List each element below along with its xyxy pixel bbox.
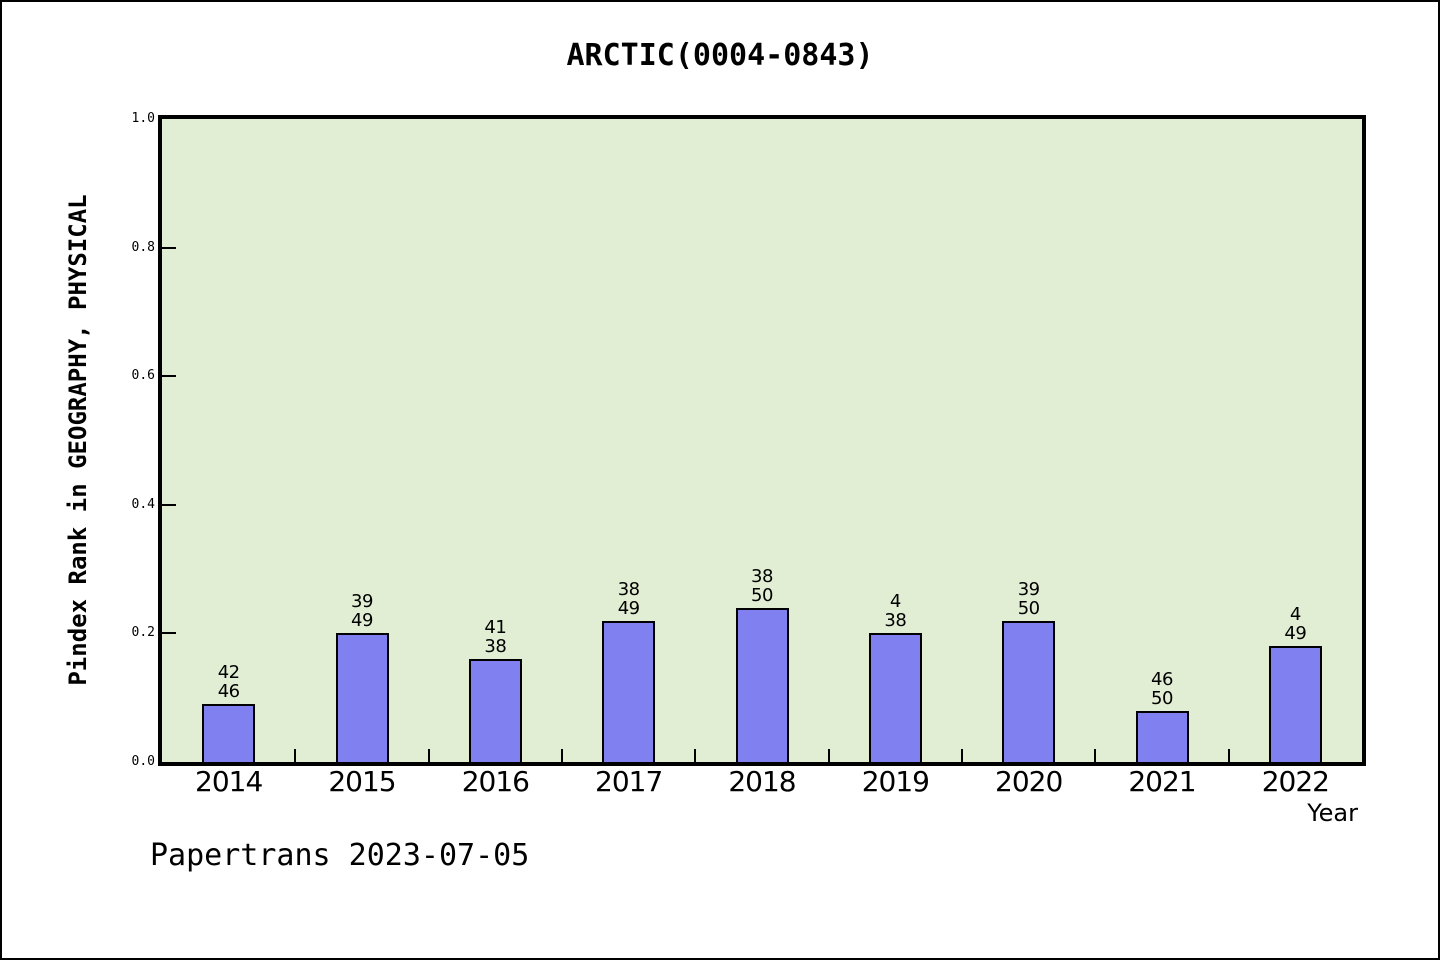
x-tick-mark [1227, 749, 1230, 762]
bar-value-line: 38 [751, 565, 773, 587]
bar-value-label-2016: 41 38 [435, 618, 555, 656]
bar-value-label-2017: 38 49 [569, 580, 689, 618]
y-tick-label-0.0: 0.0 [131, 754, 155, 769]
bar-2014 [202, 704, 256, 762]
y-tick-mark [162, 375, 176, 378]
x-tick-mark [827, 749, 830, 762]
x-tick-mark [694, 749, 697, 762]
bar-value-line: 46 [1151, 668, 1173, 690]
bar-value-line: 38 [484, 636, 507, 658]
bar-value-label-2015: 39 49 [302, 592, 422, 630]
x-tick-mark [1094, 749, 1097, 762]
bar-value-line: 50 [1017, 597, 1040, 619]
y-tick-mark [162, 632, 176, 635]
chart-title: ARCTIC(0004-0843) [566, 38, 874, 73]
x-tick-mark [427, 749, 430, 762]
bar-value-line: 42 [217, 662, 240, 684]
bar-value-line: 38 [617, 578, 640, 600]
bar-2021 [1135, 710, 1189, 762]
bar-2018 [735, 607, 789, 762]
bar-value-label-2014: 42 46 [169, 663, 289, 701]
bar-value-line: 49 [617, 597, 640, 619]
bar-value-line: 49 [351, 610, 373, 632]
bar-value-line: 50 [1151, 687, 1173, 709]
bar-2019 [868, 633, 922, 762]
y-tick-label-0.2: 0.2 [131, 625, 155, 641]
x-tick-label-2017: 2017 [595, 765, 663, 798]
bar-2017 [602, 620, 656, 762]
x-tick-mark [294, 749, 297, 762]
x-axis-label: Year [1307, 799, 1358, 827]
y-tick-mark [162, 503, 176, 506]
bar-2016 [468, 659, 522, 762]
bar-value-line: 49 [1284, 623, 1307, 645]
y-tick-label-0.8: 0.8 [131, 239, 155, 255]
y-tick-label-1.0: 1.0 [131, 111, 155, 126]
bar-2020 [1002, 620, 1056, 762]
bar-2015 [335, 633, 389, 762]
bar-value-label-2019: 4 38 [835, 592, 955, 630]
bar-2022 [1268, 646, 1322, 762]
bar-value-line: 39 [1017, 578, 1040, 600]
bar-value-line: 39 [351, 591, 373, 613]
x-tick-label-2022: 2022 [1261, 765, 1330, 798]
bar-value-label-2021: 46 50 [1102, 670, 1222, 708]
x-tick-label-2021: 2021 [1128, 765, 1196, 798]
y-tick-label-0.4: 0.4 [131, 496, 155, 512]
bar-value-line: 50 [751, 584, 773, 606]
y-tick-mark [162, 246, 176, 249]
bar-value-line: 41 [484, 617, 507, 639]
bar-value-label-2018: 38 50 [702, 567, 822, 605]
x-tick-label-2018: 2018 [728, 765, 796, 798]
x-tick-label-2019: 2019 [861, 765, 930, 798]
x-tick-label-2016: 2016 [461, 765, 530, 798]
bar-value-line: 4 [889, 591, 901, 613]
x-tick-mark [561, 749, 563, 762]
x-tick-label-2020: 2020 [995, 765, 1063, 798]
bar-value-line: 4 [1289, 604, 1301, 626]
x-tick-label-2015: 2015 [328, 765, 396, 798]
bar-value-line: 38 [884, 610, 907, 632]
x-tick-mark [961, 749, 963, 762]
plot-area [162, 119, 1362, 762]
bar-value-label-2022: 4 49 [1235, 605, 1355, 643]
bar-value-label-2020: 39 50 [969, 580, 1089, 618]
x-tick-label-2014: 2014 [195, 765, 263, 798]
bar-value-line: 46 [217, 681, 240, 703]
y-axis-label: Pindex Rank in GEOGRAPHY, PHYSICAL [64, 194, 92, 686]
y-tick-label-0.6: 0.6 [131, 368, 155, 384]
watermark-text: Papertrans 2023-07-05 [150, 838, 530, 873]
